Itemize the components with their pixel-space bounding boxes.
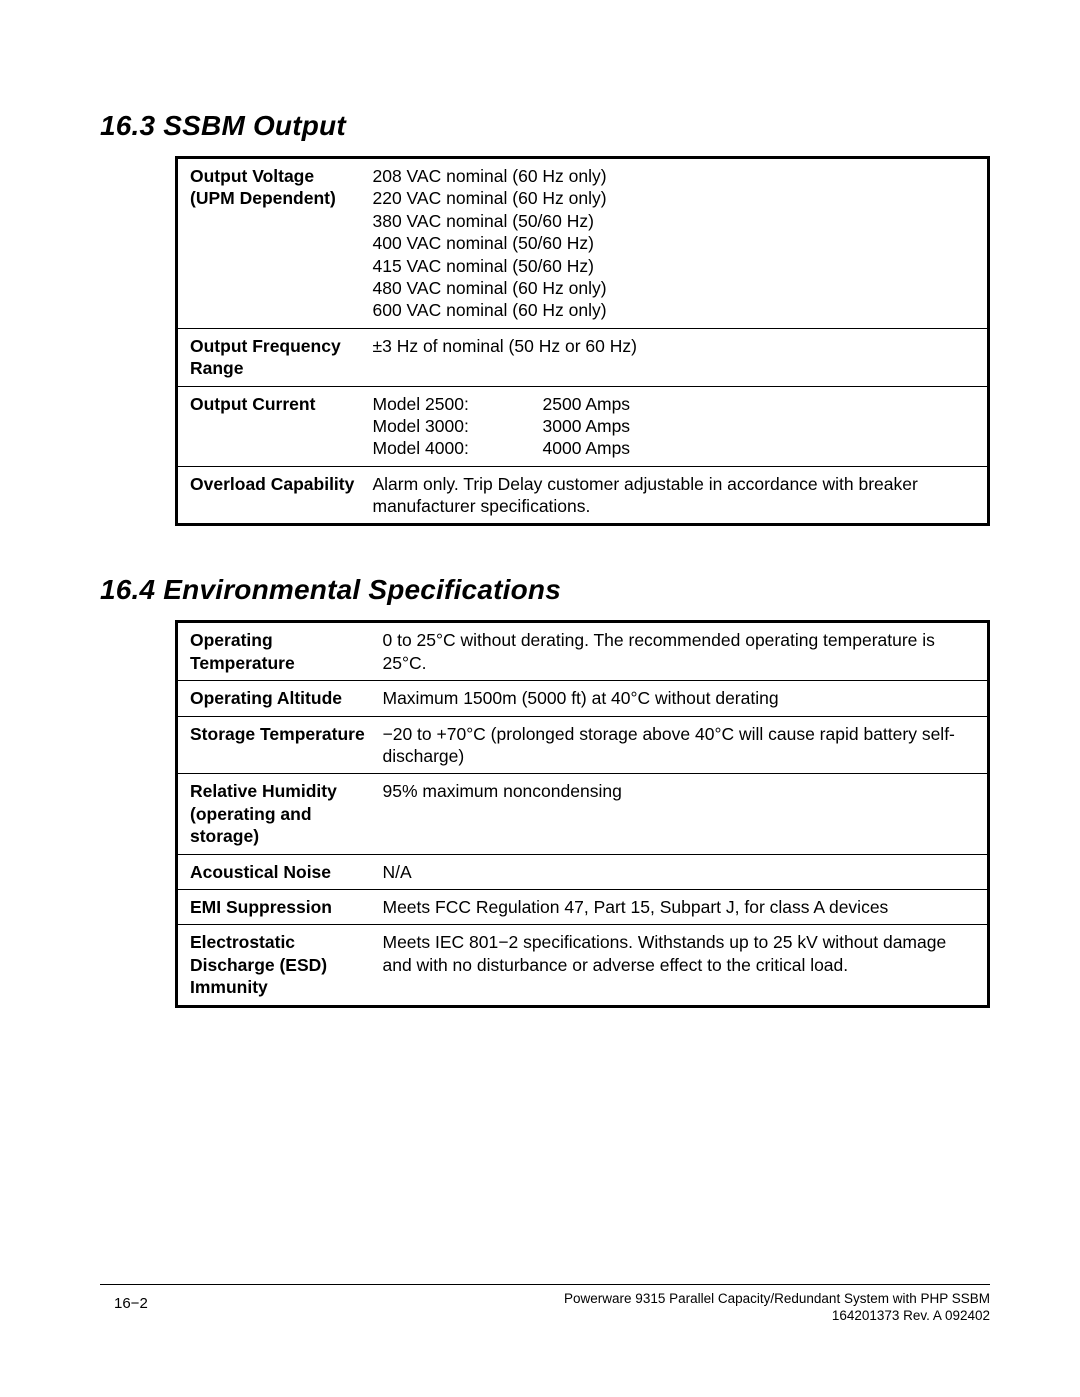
footer-doc-info: Powerware 9315 Parallel Capacity/Redunda… — [100, 1291, 990, 1325]
value-line: Maximum 1500m (5000 ft) at 40°C without … — [383, 687, 972, 709]
value-line: ±3 Hz of nominal (50 Hz or 60 Hz) — [373, 335, 972, 357]
table-row: Output Voltage (UPM Dependent)208 VAC no… — [177, 158, 989, 329]
spec-value: 0 to 25°C without derating. The recommen… — [377, 622, 989, 681]
spec-label: Storage Temperature — [177, 716, 377, 774]
table-row: EMI Suppression Meets FCC Regulation 47, … — [177, 889, 989, 924]
value-line: 400 VAC nominal (50/60 Hz) — [373, 232, 972, 254]
spec-value: N/A — [377, 854, 989, 889]
spec-value: Alarm only. Trip Delay customer adjustab… — [367, 466, 989, 525]
ssbm-output-table: Output Voltage (UPM Dependent)208 VAC no… — [175, 156, 990, 526]
spec-label: Output Voltage (UPM Dependent) — [177, 158, 367, 329]
spec-value: Meets IEC 801−2 specifications. Withstan… — [377, 925, 989, 1006]
value-line: 0 to 25°C without derating. The recommen… — [383, 629, 972, 674]
spec-label: Operating Temperature — [177, 622, 377, 681]
value-line: 208 VAC nominal (60 Hz only) — [373, 165, 972, 187]
document-page: 16.3 SSBM Output Output Voltage (UPM Dep… — [0, 0, 1080, 1008]
value-line: Model 2500:2500 Amps — [373, 393, 972, 415]
spec-value: Model 2500:2500 AmpsModel 3000:3000 Amps… — [367, 386, 989, 466]
spec-label: Overload Capability — [177, 466, 367, 525]
spec-label: Output Current — [177, 386, 367, 466]
spec-label: EMI Suppression — [177, 889, 377, 924]
value-line: 220 VAC nominal (60 Hz only) — [373, 187, 972, 209]
section-heading-2: 16.4 Environmental Specifications — [100, 574, 990, 606]
spec-value: −20 to +70°C (prolonged storage above 40… — [377, 716, 989, 774]
footer-line-2: 164201373 Rev. A 092402 — [100, 1308, 990, 1325]
spec-value: 208 VAC nominal (60 Hz only)220 VAC nomi… — [367, 158, 989, 329]
value-line: Alarm only. Trip Delay customer adjustab… — [373, 473, 972, 518]
table-row: Operating Temperature0 to 25°C without d… — [177, 622, 989, 681]
value-col-1: Model 4000: — [373, 437, 543, 459]
page-number: 16−2 — [114, 1295, 148, 1314]
page-footer: 16−2 Powerware 9315 Parallel Capacity/Re… — [100, 1284, 990, 1325]
table-row: Overload CapabilityAlarm only. Trip Dela… — [177, 466, 989, 525]
value-col-1: Model 2500: — [373, 393, 543, 415]
spec-value: 95% maximum noncondensing — [377, 774, 989, 854]
value-line: 95% maximum noncondensing — [383, 780, 972, 802]
table-row: Output CurrentModel 2500:2500 AmpsModel … — [177, 386, 989, 466]
table-row: Acoustical Noise N/A — [177, 854, 989, 889]
value-line: 380 VAC nominal (50/60 Hz) — [373, 210, 972, 232]
table-row: Operating Altitude Maximum 1500m (5000 ft… — [177, 681, 989, 716]
value-line: Model 4000:4000 Amps — [373, 437, 972, 459]
value-col-2: 3000 Amps — [543, 415, 631, 437]
value-col-2: 2500 Amps — [543, 393, 631, 415]
spec-value: ±3 Hz of nominal (50 Hz or 60 Hz) — [367, 328, 989, 386]
table-row: Storage Temperature−20 to +70°C (prolong… — [177, 716, 989, 774]
spec-label: Relative Humidity (operating and storage… — [177, 774, 377, 854]
table-row: Electrostatic Discharge (ESD) ImmunityMe… — [177, 925, 989, 1006]
spec-label: Output Frequency Range — [177, 328, 367, 386]
value-line: N/A — [383, 861, 972, 883]
spec-value: Maximum 1500m (5000 ft) at 40°C without … — [377, 681, 989, 716]
value-line: 600 VAC nominal (60 Hz only) — [373, 299, 972, 321]
value-col-2: 4000 Amps — [543, 437, 631, 459]
spec-label: Acoustical Noise — [177, 854, 377, 889]
spec-label: Electrostatic Discharge (ESD) Immunity — [177, 925, 377, 1006]
value-line: 415 VAC nominal (50/60 Hz) — [373, 255, 972, 277]
value-line: Meets FCC Regulation 47, Part 15, Subpar… — [383, 896, 972, 918]
value-line: 480 VAC nominal (60 Hz only) — [373, 277, 972, 299]
spec-label: Operating Altitude — [177, 681, 377, 716]
value-line: Model 3000:3000 Amps — [373, 415, 972, 437]
table-row: Relative Humidity (operating and storage… — [177, 774, 989, 854]
footer-line-1: Powerware 9315 Parallel Capacity/Redunda… — [100, 1291, 990, 1308]
spec-value: Meets FCC Regulation 47, Part 15, Subpar… — [377, 889, 989, 924]
value-line: Meets IEC 801−2 specifications. Withstan… — [383, 931, 972, 976]
environmental-spec-table: Operating Temperature0 to 25°C without d… — [175, 620, 990, 1007]
section-heading-1: 16.3 SSBM Output — [100, 110, 990, 142]
value-line: −20 to +70°C (prolonged storage above 40… — [383, 723, 972, 768]
value-col-1: Model 3000: — [373, 415, 543, 437]
table-row: Output Frequency Range ±3 Hz of nominal (… — [177, 328, 989, 386]
